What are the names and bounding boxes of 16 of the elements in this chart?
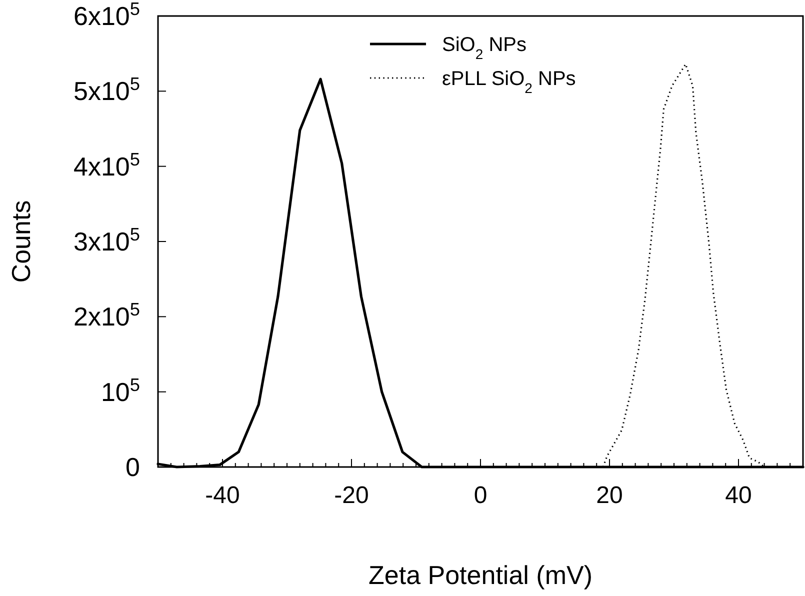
y-tick-label: 0	[126, 452, 140, 482]
y-tick-label: 2x10$^{5}$	[73, 300, 140, 332]
x-axis-title: Zeta Potential (mV)	[368, 560, 592, 590]
x-tick-label: -40	[205, 482, 240, 509]
y-tick-label: 10$^{5}$	[100, 374, 140, 407]
x-tick-label: -20	[334, 482, 369, 509]
y-tick-label: 5x10$^{5}$	[73, 74, 140, 106]
y-tick-label: 3x10$^{5}$	[73, 224, 140, 256]
legend-label: εPLL SiO$_{2}$ NPs	[442, 68, 576, 96]
y-tick-label: 6x10$^{5}$	[73, 0, 140, 31]
y-axis-title: Counts	[6, 200, 36, 283]
legend-label: SiO$_{2}$ NPs	[442, 34, 526, 62]
x-tick-label: 0	[474, 482, 488, 509]
x-tick-label: 40	[725, 482, 752, 509]
x-tick-label: 20	[596, 482, 623, 509]
y-tick-label: 4x10$^{5}$	[73, 149, 140, 182]
